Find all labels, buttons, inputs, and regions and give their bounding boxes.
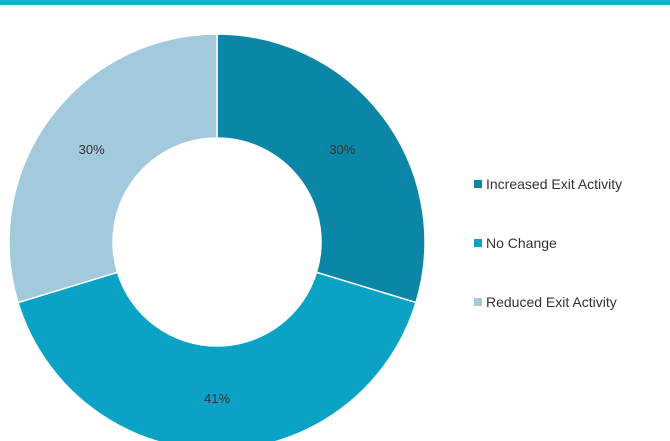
legend-swatch-3	[474, 298, 482, 306]
legend-label-2: No Change	[486, 235, 557, 251]
donut-slice-1	[216, 33, 426, 304]
donut-slices	[8, 33, 426, 441]
donut-slice-2	[17, 271, 417, 441]
legend-label-1: Increased Exit Activity	[486, 176, 622, 192]
top-accent-rule	[0, 0, 670, 5]
legend-label-3: Reduced Exit Activity	[486, 294, 617, 310]
chart-legend: Increased Exit Activity No Change Reduced …	[474, 176, 622, 310]
slice-data-label-2: 41%	[204, 391, 230, 406]
legend-swatch-1	[474, 180, 482, 188]
slice-labels: 30% 41% 30%	[79, 142, 356, 406]
slice-data-label-3: 30%	[79, 142, 105, 157]
slice-data-label-1: 30%	[329, 142, 355, 157]
donut-slice-3	[8, 33, 218, 304]
legend-swatch-2	[474, 239, 482, 247]
